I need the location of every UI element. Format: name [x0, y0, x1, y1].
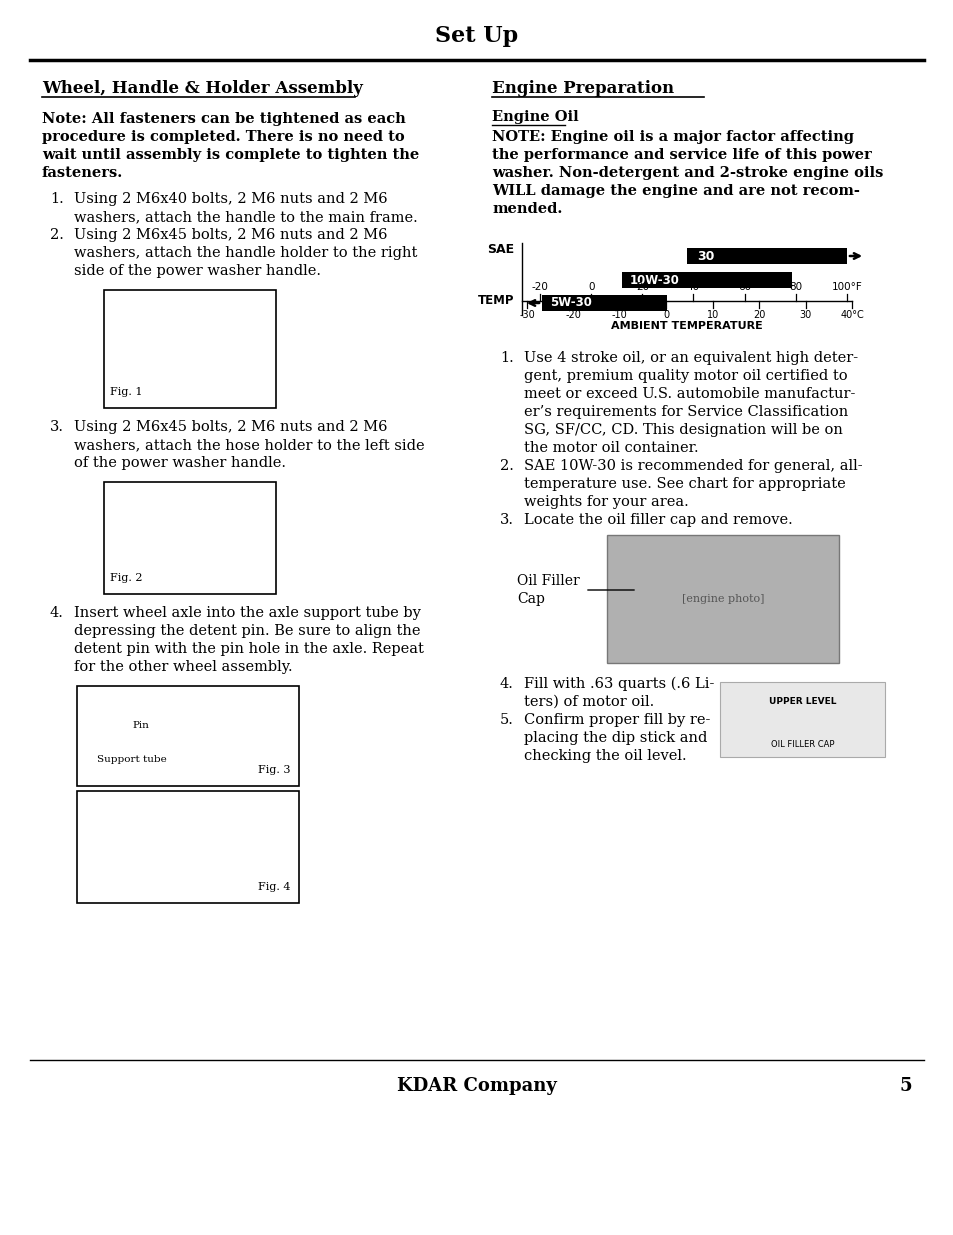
Text: temperature use. See chart for appropriate: temperature use. See chart for appropria…	[523, 477, 845, 492]
Text: fasteners.: fasteners.	[42, 165, 123, 180]
Text: -30: -30	[518, 310, 535, 320]
Text: Support tube: Support tube	[97, 755, 167, 764]
Text: er’s requirements for Service Classification: er’s requirements for Service Classifica…	[523, 405, 847, 419]
Text: depressing the detent pin. Be sure to align the: depressing the detent pin. Be sure to al…	[74, 624, 420, 638]
Text: 3.: 3.	[50, 420, 64, 433]
Text: 5: 5	[899, 1077, 911, 1095]
Text: 20: 20	[752, 310, 764, 320]
Text: 3.: 3.	[499, 513, 514, 527]
Bar	[720, 682, 884, 757]
Text: 10W-30: 10W-30	[629, 273, 679, 287]
Text: -20: -20	[531, 282, 548, 291]
Bar	[77, 685, 298, 785]
Text: washer. Non-detergent and 2-stroke engine oils: washer. Non-detergent and 2-stroke engin…	[492, 165, 882, 180]
Text: 60: 60	[738, 282, 750, 291]
Text: 5.: 5.	[499, 713, 514, 727]
Text: Using 2 M6x45 bolts, 2 M6 nuts and 2 M6: Using 2 M6x45 bolts, 2 M6 nuts and 2 M6	[74, 228, 387, 242]
Text: ters) of motor oil.: ters) of motor oil.	[523, 695, 654, 709]
Text: 0: 0	[587, 282, 594, 291]
Text: 40°C: 40°C	[840, 310, 863, 320]
Text: SG, SF/CC, CD. This designation will be on: SG, SF/CC, CD. This designation will be …	[523, 424, 842, 437]
Text: Oil Filler
Cap: Oil Filler Cap	[517, 574, 579, 606]
Text: Fig. 1: Fig. 1	[110, 387, 142, 396]
Text: 0: 0	[662, 310, 669, 320]
Text: weights for your area.: weights for your area.	[523, 495, 688, 509]
Text: 1.: 1.	[499, 351, 514, 366]
Text: 10: 10	[706, 310, 719, 320]
Text: 40: 40	[686, 282, 700, 291]
Text: Note: All fasteners can be tightened as each: Note: All fasteners can be tightened as …	[42, 112, 405, 126]
Text: checking the oil level.: checking the oil level.	[523, 748, 686, 763]
Text: Set Up: Set Up	[435, 25, 518, 47]
Text: 30: 30	[697, 249, 714, 263]
Text: [engine photo]: [engine photo]	[681, 594, 763, 604]
Text: Use 4 stroke oil, or an equivalent high deter-: Use 4 stroke oil, or an equivalent high …	[523, 351, 858, 366]
Text: 2.: 2.	[50, 228, 64, 242]
Bar	[621, 272, 791, 288]
Bar	[77, 790, 298, 903]
Text: the motor oil container.: the motor oil container.	[523, 441, 698, 454]
Text: 2.: 2.	[499, 459, 514, 473]
Text: washers, attach the handle to the main frame.: washers, attach the handle to the main f…	[74, 210, 417, 224]
Text: for the other wheel assembly.: for the other wheel assembly.	[74, 659, 293, 674]
Text: -10: -10	[611, 310, 627, 320]
Bar	[686, 248, 846, 264]
Text: meet or exceed U.S. automobile manufactur-: meet or exceed U.S. automobile manufactu…	[523, 387, 855, 401]
Text: Fig. 2: Fig. 2	[110, 573, 142, 583]
Text: wait until assembly is complete to tighten the: wait until assembly is complete to tight…	[42, 148, 418, 162]
Text: Wheel, Handle & Holder Assembly: Wheel, Handle & Holder Assembly	[42, 80, 362, 98]
Text: Engine Oil: Engine Oil	[492, 110, 578, 124]
Text: Engine Preparation: Engine Preparation	[492, 80, 674, 98]
Text: Pin: Pin	[132, 721, 149, 730]
Text: Fig. 3: Fig. 3	[258, 764, 291, 776]
Text: SAE 10W-30 is recommended for general, all-: SAE 10W-30 is recommended for general, a…	[523, 459, 862, 473]
Bar	[606, 535, 838, 663]
Text: 5W-30: 5W-30	[550, 296, 591, 310]
Text: detent pin with the pin hole in the axle. Repeat: detent pin with the pin hole in the axle…	[74, 642, 423, 656]
Text: 20: 20	[635, 282, 648, 291]
Text: -20: -20	[565, 310, 580, 320]
Text: washers, attach the handle holder to the right: washers, attach the handle holder to the…	[74, 246, 417, 261]
Text: AMBIENT TEMPERATURE: AMBIENT TEMPERATURE	[611, 321, 762, 331]
Bar	[541, 295, 666, 311]
Text: Insert wheel axle into the axle support tube by: Insert wheel axle into the axle support …	[74, 606, 420, 620]
Text: of the power washer handle.: of the power washer handle.	[74, 456, 286, 471]
Text: Locate the oil filler cap and remove.: Locate the oil filler cap and remove.	[523, 513, 792, 527]
Text: 30: 30	[799, 310, 811, 320]
Text: placing the dip stick and: placing the dip stick and	[523, 731, 706, 745]
Text: SAE: SAE	[486, 243, 514, 256]
Text: procedure is completed. There is no need to: procedure is completed. There is no need…	[42, 130, 404, 144]
Text: TEMP: TEMP	[477, 294, 514, 308]
Text: Fill with .63 quarts (.6 Li-: Fill with .63 quarts (.6 Li-	[523, 677, 714, 692]
Text: NOTE: Engine oil is a major factor affecting: NOTE: Engine oil is a major factor affec…	[492, 130, 853, 144]
Text: 100°F: 100°F	[831, 282, 862, 291]
Text: UPPER LEVEL: UPPER LEVEL	[768, 698, 836, 706]
Text: the performance and service life of this power: the performance and service life of this…	[492, 148, 871, 162]
Text: mended.: mended.	[492, 203, 561, 216]
Bar	[104, 482, 275, 594]
Text: Confirm proper fill by re-: Confirm proper fill by re-	[523, 713, 710, 727]
Text: 4.: 4.	[499, 677, 514, 692]
Text: side of the power washer handle.: side of the power washer handle.	[74, 264, 320, 278]
Text: washers, attach the hose holder to the left side: washers, attach the hose holder to the l…	[74, 438, 424, 452]
Text: Using 2 M6x45 bolts, 2 M6 nuts and 2 M6: Using 2 M6x45 bolts, 2 M6 nuts and 2 M6	[74, 420, 387, 433]
Text: 80: 80	[788, 282, 801, 291]
Text: Fig. 4: Fig. 4	[258, 882, 291, 892]
Text: gent, premium quality motor oil certified to: gent, premium quality motor oil certifie…	[523, 369, 846, 383]
Text: Using 2 M6x40 bolts, 2 M6 nuts and 2 M6: Using 2 M6x40 bolts, 2 M6 nuts and 2 M6	[74, 191, 387, 206]
Text: 1.: 1.	[50, 191, 64, 206]
Text: OIL FILLER CAP: OIL FILLER CAP	[770, 740, 833, 748]
Bar	[104, 290, 275, 408]
Text: 4.: 4.	[50, 606, 64, 620]
Text: KDAR Company: KDAR Company	[396, 1077, 557, 1095]
Text: WILL damage the engine and are not recom-: WILL damage the engine and are not recom…	[492, 184, 859, 198]
